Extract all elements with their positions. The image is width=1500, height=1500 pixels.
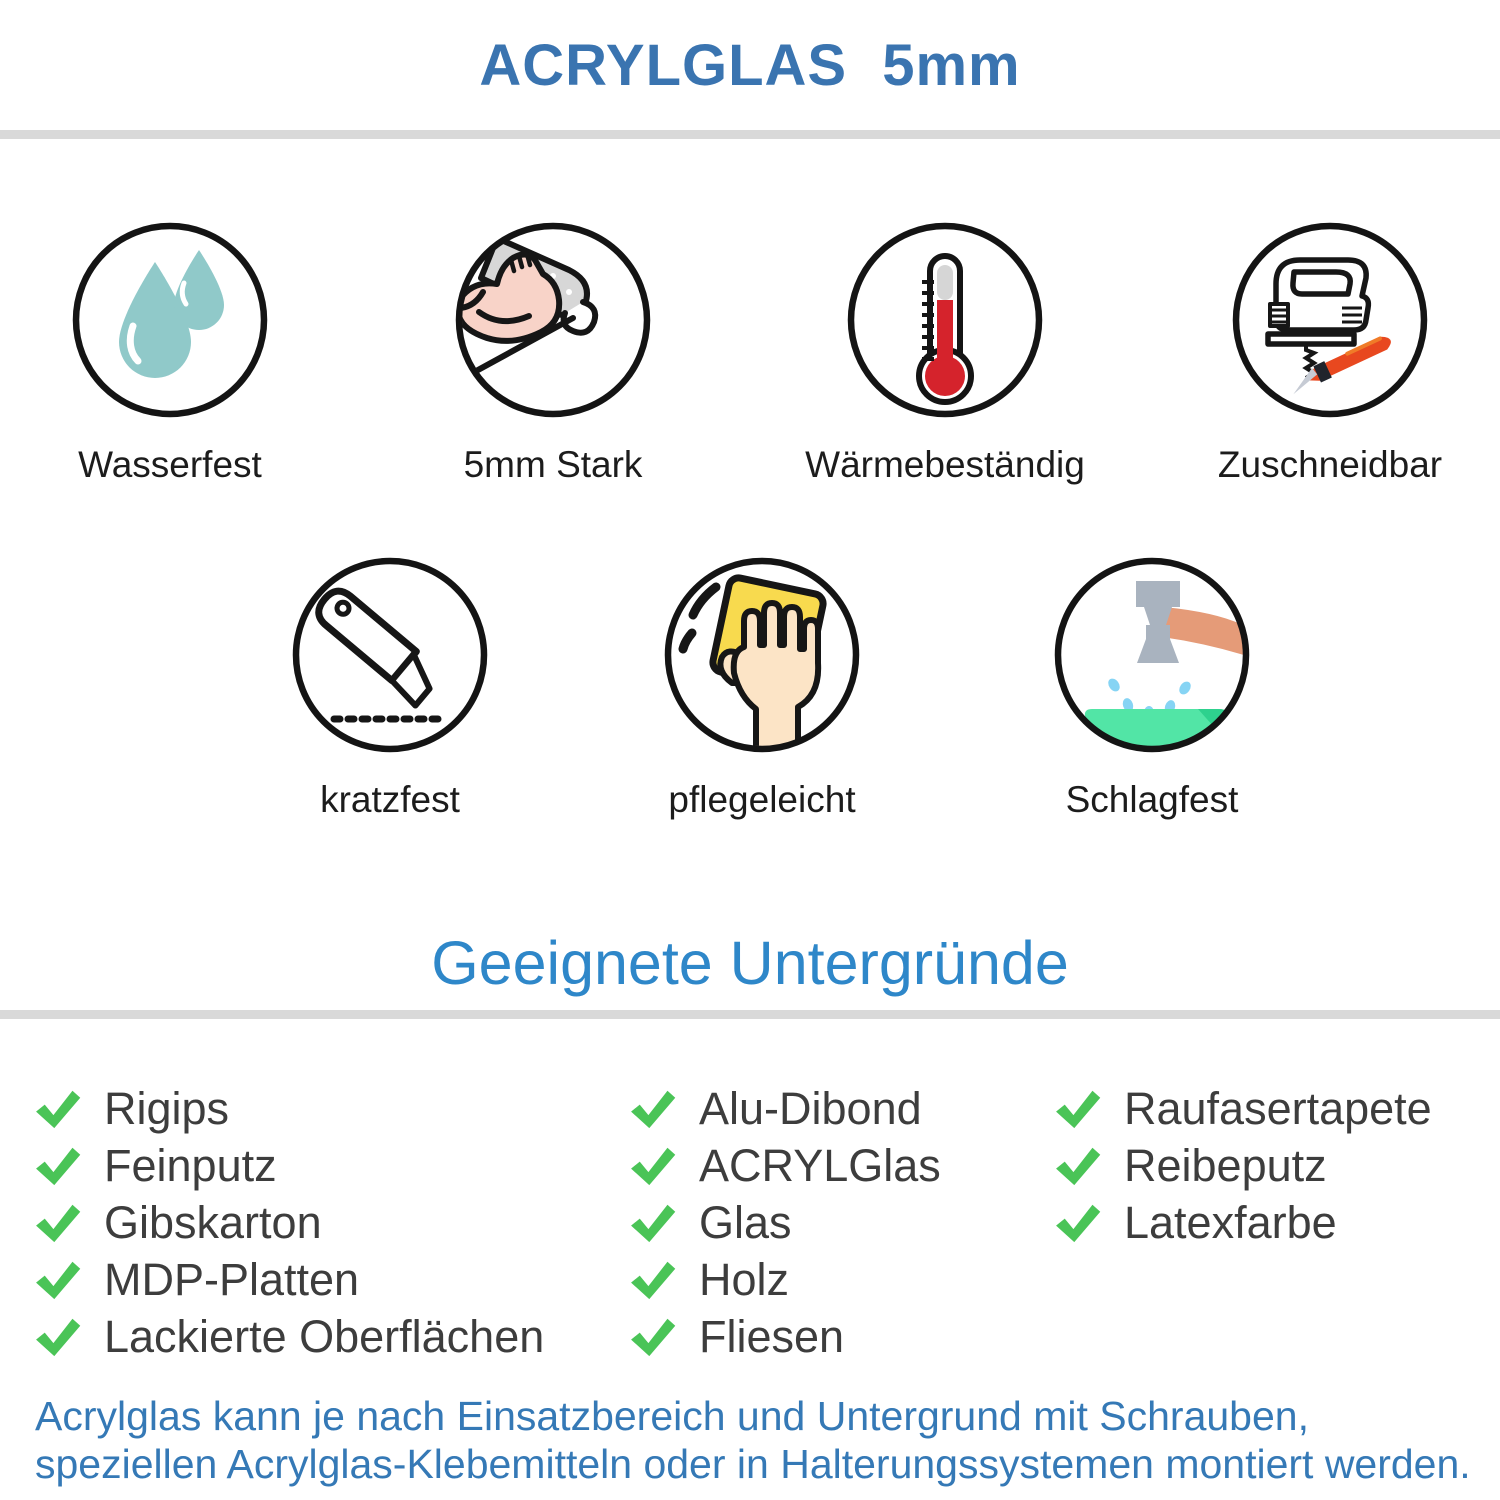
list-item-label: Gibskarton bbox=[104, 1196, 322, 1248]
check-icon bbox=[1056, 1147, 1101, 1185]
feature-5mm-stark: 5mm Stark bbox=[383, 220, 723, 486]
feature-kratzfest: kratzfest bbox=[220, 555, 560, 821]
surfaces-column-2: Alu-Dibond ACRYLGlas Glas Holz Fliesen bbox=[625, 1080, 1055, 1365]
list-item-label: Feinputz bbox=[104, 1139, 277, 1191]
feature-label: pflegeleicht bbox=[668, 779, 856, 820]
list-item: ACRYLGlas bbox=[625, 1137, 1055, 1194]
water-drops-icon bbox=[70, 220, 270, 420]
check-icon bbox=[36, 1318, 81, 1356]
thermometer-icon bbox=[845, 220, 1045, 420]
list-item-label: Rigips bbox=[104, 1082, 230, 1134]
list-item-label: Reibeputz bbox=[1124, 1139, 1327, 1191]
cleaning-hand-icon bbox=[662, 555, 862, 755]
list-item-label: Holz bbox=[699, 1253, 790, 1305]
list-item: Lackierte Oberflächen bbox=[30, 1308, 640, 1365]
check-icon bbox=[1056, 1090, 1101, 1128]
jigsaw-icon bbox=[1230, 220, 1430, 420]
check-icon bbox=[631, 1090, 676, 1128]
check-icon bbox=[631, 1147, 676, 1185]
list-item: MDP-Platten bbox=[30, 1251, 640, 1308]
list-item: Feinputz bbox=[30, 1137, 640, 1194]
list-item: Gibskarton bbox=[30, 1194, 640, 1251]
list-item: Glas bbox=[625, 1194, 1055, 1251]
surfaces-column-1: Rigips Feinputz Gibskarton MDP-Platten L… bbox=[30, 1080, 640, 1365]
list-item-label: Raufasertapete bbox=[1124, 1082, 1432, 1134]
list-item-label: Fliesen bbox=[699, 1310, 845, 1362]
feature-label: Schlagfest bbox=[1065, 779, 1239, 820]
utility-knife-icon bbox=[290, 555, 490, 755]
hammer-icon bbox=[1052, 555, 1252, 755]
list-item: Latexfarbe bbox=[1050, 1194, 1500, 1251]
feature-schlagfest: Schlagfest bbox=[982, 555, 1322, 821]
feature-label: kratzfest bbox=[320, 779, 460, 820]
check-icon bbox=[36, 1090, 81, 1128]
divider-bar-top bbox=[0, 130, 1500, 139]
feature-zuschneidbar: Zuschneidbar bbox=[1160, 220, 1500, 486]
feature-label: Wasserfest bbox=[78, 444, 262, 485]
page-title: ACRYLGLAS 5mm bbox=[479, 33, 1021, 98]
feature-waermebestaendig: Wärmebeständig bbox=[775, 220, 1115, 486]
list-item: Holz bbox=[625, 1251, 1055, 1308]
list-item: Alu-Dibond bbox=[625, 1080, 1055, 1137]
list-item: Rigips bbox=[30, 1080, 640, 1137]
check-icon bbox=[36, 1147, 81, 1185]
feature-label: 5mm Stark bbox=[463, 444, 643, 485]
list-item-label: Glas bbox=[699, 1196, 792, 1248]
check-icon bbox=[36, 1204, 81, 1242]
feature-wasserfest: Wasserfest bbox=[0, 220, 340, 486]
check-icon bbox=[36, 1261, 81, 1299]
list-item-label: Lackierte Oberflächen bbox=[104, 1310, 545, 1362]
feature-label: Zuschneidbar bbox=[1217, 444, 1443, 485]
divider-bar-bottom bbox=[0, 1010, 1500, 1019]
check-icon bbox=[631, 1261, 676, 1299]
surfaces-heading: Geeignete Untergründe bbox=[431, 929, 1069, 997]
feature-label: Wärmebeständig bbox=[805, 444, 1085, 485]
list-item: Reibeputz bbox=[1050, 1137, 1500, 1194]
mounting-note: Acrylglas kann je nach Einsatzbereich un… bbox=[35, 1392, 1475, 1488]
list-item-label: Alu-Dibond bbox=[699, 1082, 922, 1134]
mounting-note-line2: speziellen Acrylglas-Klebemitteln oder i… bbox=[35, 1441, 1471, 1487]
list-item-label: ACRYLGlas bbox=[699, 1139, 941, 1191]
check-icon bbox=[1056, 1204, 1101, 1242]
check-icon bbox=[631, 1318, 676, 1356]
check-icon bbox=[631, 1204, 676, 1242]
list-item-label: MDP-Platten bbox=[104, 1253, 360, 1305]
muscle-arm-icon bbox=[453, 220, 653, 420]
list-item: Fliesen bbox=[625, 1308, 1055, 1365]
feature-pflegeleicht: pflegeleicht bbox=[592, 555, 932, 821]
surfaces-column-3: Raufasertapete Reibeputz Latexfarbe bbox=[1050, 1080, 1500, 1251]
mounting-note-line1: Acrylglas kann je nach Einsatzbereich un… bbox=[35, 1393, 1309, 1439]
list-item-label: Latexfarbe bbox=[1124, 1196, 1337, 1248]
list-item: Raufasertapete bbox=[1050, 1080, 1500, 1137]
